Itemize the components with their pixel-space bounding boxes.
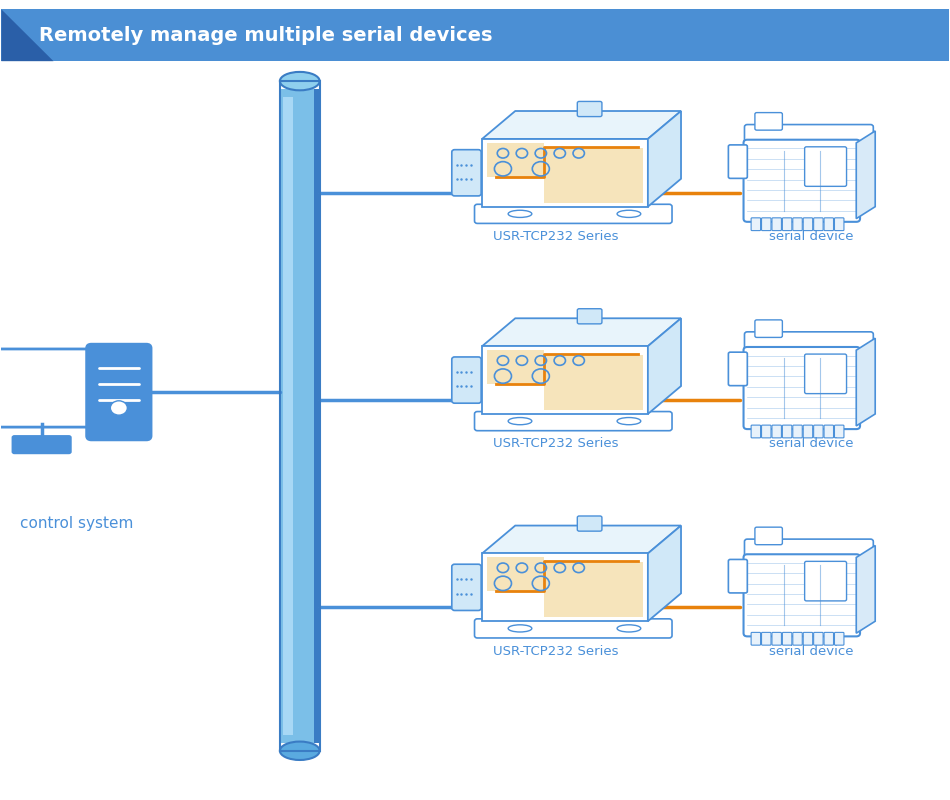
Polygon shape: [543, 355, 643, 410]
FancyBboxPatch shape: [745, 332, 873, 357]
FancyBboxPatch shape: [475, 619, 672, 638]
Text: Remotely manage multiple serial devices: Remotely manage multiple serial devices: [39, 26, 493, 45]
FancyBboxPatch shape: [762, 218, 771, 230]
Polygon shape: [648, 318, 681, 414]
FancyBboxPatch shape: [824, 425, 833, 438]
Polygon shape: [482, 318, 681, 346]
FancyBboxPatch shape: [578, 516, 602, 531]
Polygon shape: [1, 10, 53, 61]
Ellipse shape: [508, 210, 532, 218]
Ellipse shape: [618, 210, 640, 218]
Ellipse shape: [280, 742, 319, 760]
FancyBboxPatch shape: [783, 632, 792, 645]
Ellipse shape: [618, 625, 640, 632]
FancyBboxPatch shape: [11, 435, 71, 454]
FancyBboxPatch shape: [834, 632, 844, 645]
FancyBboxPatch shape: [745, 539, 873, 564]
FancyBboxPatch shape: [283, 97, 293, 735]
Polygon shape: [482, 526, 681, 554]
Ellipse shape: [618, 418, 640, 425]
FancyBboxPatch shape: [1, 10, 949, 61]
Ellipse shape: [280, 72, 319, 90]
FancyBboxPatch shape: [755, 320, 783, 338]
FancyBboxPatch shape: [803, 632, 812, 645]
FancyBboxPatch shape: [729, 559, 748, 593]
FancyBboxPatch shape: [783, 218, 792, 230]
FancyBboxPatch shape: [280, 89, 314, 743]
FancyBboxPatch shape: [744, 140, 860, 222]
FancyBboxPatch shape: [793, 218, 802, 230]
FancyBboxPatch shape: [86, 344, 151, 440]
FancyBboxPatch shape: [803, 425, 812, 438]
FancyBboxPatch shape: [475, 204, 672, 223]
FancyBboxPatch shape: [824, 218, 833, 230]
FancyBboxPatch shape: [744, 554, 860, 636]
FancyBboxPatch shape: [783, 425, 792, 438]
Polygon shape: [856, 338, 875, 426]
FancyBboxPatch shape: [805, 354, 846, 394]
Polygon shape: [486, 558, 543, 591]
Polygon shape: [856, 546, 875, 633]
FancyBboxPatch shape: [772, 632, 782, 645]
Text: USR-TCP232 Series: USR-TCP232 Series: [493, 438, 618, 450]
FancyBboxPatch shape: [834, 218, 844, 230]
FancyBboxPatch shape: [762, 425, 771, 438]
Polygon shape: [482, 554, 648, 622]
FancyBboxPatch shape: [729, 352, 748, 386]
FancyBboxPatch shape: [762, 632, 771, 645]
FancyBboxPatch shape: [813, 218, 823, 230]
Circle shape: [110, 401, 127, 415]
FancyBboxPatch shape: [813, 425, 823, 438]
Polygon shape: [543, 148, 643, 202]
FancyBboxPatch shape: [751, 632, 761, 645]
FancyBboxPatch shape: [834, 425, 844, 438]
FancyBboxPatch shape: [578, 309, 602, 324]
Text: USR-TCP232 Series: USR-TCP232 Series: [493, 645, 618, 658]
FancyBboxPatch shape: [452, 150, 481, 196]
Polygon shape: [543, 562, 643, 618]
FancyBboxPatch shape: [304, 89, 319, 743]
Text: serial device: serial device: [769, 438, 853, 450]
FancyBboxPatch shape: [755, 113, 783, 130]
Ellipse shape: [508, 418, 532, 425]
Polygon shape: [648, 526, 681, 622]
FancyBboxPatch shape: [452, 357, 481, 403]
Polygon shape: [482, 139, 648, 206]
FancyBboxPatch shape: [745, 125, 873, 150]
FancyBboxPatch shape: [452, 564, 481, 610]
FancyBboxPatch shape: [824, 632, 833, 645]
FancyBboxPatch shape: [805, 147, 846, 186]
FancyBboxPatch shape: [729, 145, 748, 178]
Ellipse shape: [508, 625, 532, 632]
FancyBboxPatch shape: [813, 632, 823, 645]
Text: USR-TCP232 Series: USR-TCP232 Series: [493, 230, 618, 243]
Polygon shape: [482, 111, 681, 139]
FancyBboxPatch shape: [751, 218, 761, 230]
FancyBboxPatch shape: [475, 411, 672, 430]
FancyBboxPatch shape: [772, 425, 782, 438]
Polygon shape: [486, 143, 543, 177]
Text: serial device: serial device: [769, 645, 853, 658]
FancyBboxPatch shape: [793, 632, 802, 645]
Polygon shape: [486, 350, 543, 384]
FancyBboxPatch shape: [772, 218, 782, 230]
FancyBboxPatch shape: [751, 425, 761, 438]
FancyBboxPatch shape: [803, 218, 812, 230]
FancyBboxPatch shape: [0, 349, 100, 427]
Text: serial device: serial device: [769, 230, 853, 243]
Text: control system: control system: [21, 516, 134, 531]
Polygon shape: [648, 111, 681, 206]
Polygon shape: [482, 346, 648, 414]
FancyBboxPatch shape: [805, 562, 846, 601]
Polygon shape: [856, 131, 875, 218]
FancyBboxPatch shape: [793, 425, 802, 438]
FancyBboxPatch shape: [578, 102, 602, 117]
FancyBboxPatch shape: [755, 527, 783, 545]
FancyBboxPatch shape: [744, 347, 860, 429]
